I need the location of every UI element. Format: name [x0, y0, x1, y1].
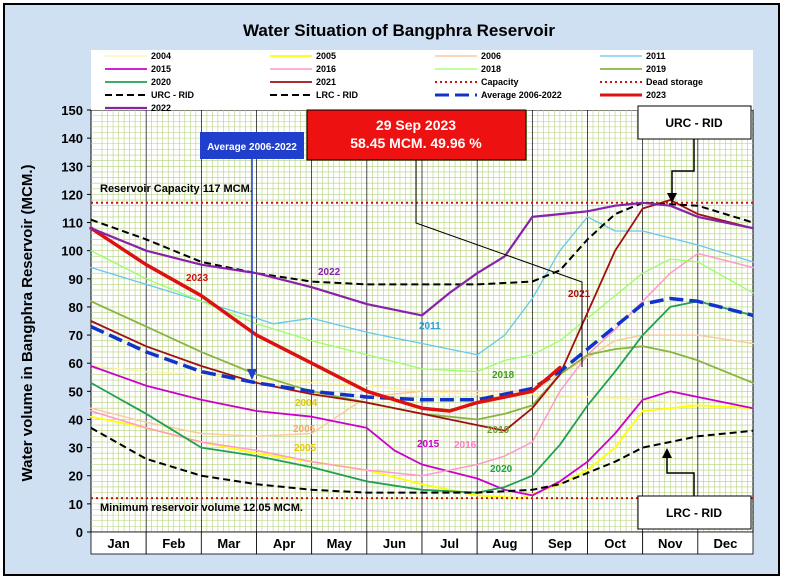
- legend-label: Dead storage: [646, 77, 703, 87]
- series-line-average-2006-2022: [90, 296, 754, 402]
- legend-label: 2020: [151, 77, 171, 87]
- series-line-2020: [90, 300, 754, 494]
- y-tick-label: 90: [69, 272, 83, 287]
- legend-label: 2006: [481, 51, 501, 61]
- x-tick-label: Oct: [604, 536, 626, 551]
- average-box-label: Average 2006-2022: [207, 142, 297, 153]
- x-tick-label: Aug: [492, 536, 517, 551]
- y-tick-label: 50: [69, 384, 83, 399]
- x-tick-label: Feb: [162, 536, 185, 551]
- legend-label: 2019: [646, 64, 666, 74]
- urc-pointer-arrow: [667, 193, 677, 203]
- y-tick-label: 0: [76, 525, 83, 540]
- series-line-2018: [90, 250, 754, 373]
- min-volume-annotation: Minimum reservoir volume 12.05 MCM.: [100, 502, 303, 514]
- y-tick-label: 70: [69, 328, 83, 343]
- series-label-2023: 2023: [186, 273, 209, 284]
- x-tick-label: Jan: [107, 536, 129, 551]
- y-axis-label: Water volume in Bangphra Reservoir (MCM.…: [19, 165, 36, 482]
- series-label-2021: 2021: [568, 289, 591, 300]
- series-line-2011: [90, 216, 754, 356]
- series-line-2021: [90, 199, 754, 432]
- series-line-2023: [89, 226, 562, 413]
- legend-label: 2004: [151, 51, 171, 61]
- y-tick-label: 60: [69, 356, 83, 371]
- current-value-leader: [415, 160, 583, 367]
- month-axis: Jan Feb Mar Apr May Jun Jul Aug Sep Oct Nov Dec: [90, 531, 754, 555]
- series-label-2005: 2005: [294, 443, 317, 454]
- y-tick-label: 130: [61, 159, 83, 174]
- series-layer: [89, 199, 755, 500]
- series-line-2022: [89, 201, 755, 317]
- average-box: [200, 132, 304, 159]
- series-line-2016: [90, 252, 754, 477]
- y-tick-label: 10: [69, 497, 83, 512]
- series-label-2018: 2018: [492, 370, 515, 381]
- legend-label: 2016: [316, 64, 336, 74]
- series-label-2022: 2022: [318, 267, 341, 278]
- chart-frame: Water Situation of Bangphra Reservoir Ja…: [3, 3, 780, 576]
- y-tick-label: 80: [69, 300, 83, 315]
- series-line-2005: [90, 404, 754, 500]
- chart-title: Water Situation of Bangphra Reservoir: [243, 21, 555, 40]
- urc-box-label: URC - RID: [665, 116, 723, 130]
- x-tick-label: May: [327, 536, 353, 551]
- lrc-pointer-arrow: [662, 448, 672, 458]
- series-label-2006: 2006: [293, 424, 316, 435]
- series-label-2019: 2019: [487, 425, 510, 436]
- series-line-2019: [90, 300, 754, 421]
- average-pointer-arrow: [247, 369, 257, 380]
- x-tick-label: Jul: [440, 536, 459, 551]
- y-tick-label: 100: [61, 244, 83, 259]
- urc-box: [637, 105, 752, 140]
- legend-label: 2023: [646, 90, 666, 100]
- series-line-lrc-rid: [90, 427, 754, 494]
- capacity-annotation: Reservoir Capacity 117 MCM.: [100, 183, 253, 195]
- y-tick-label: 120: [61, 187, 83, 202]
- legend-label: LRC - RID: [316, 90, 358, 100]
- legend-label: 2005: [316, 51, 336, 61]
- legend-box: [91, 50, 753, 110]
- current-date: 29 Sep 2023: [376, 117, 456, 133]
- x-tick-label: Sep: [548, 536, 572, 551]
- legend-label: Capacity: [481, 77, 519, 87]
- y-tick-label: 40: [69, 412, 83, 427]
- y-tick-label: 30: [69, 441, 83, 456]
- y-tick-label: 20: [69, 469, 83, 484]
- series-line-2015: [90, 365, 754, 497]
- y-tick-label: 110: [62, 216, 83, 231]
- y-tick-label: 150: [61, 103, 83, 118]
- legend-label: 2018: [481, 64, 501, 74]
- series-line-2006: [90, 334, 754, 438]
- series-label-2015: 2015: [417, 439, 440, 450]
- legend-label: URC - RID: [151, 90, 194, 100]
- legend-label: Average 2006-2022: [481, 90, 562, 100]
- legend-label: 2015: [151, 64, 171, 74]
- legend-label: 2011: [646, 51, 666, 61]
- lrc-box: [637, 495, 752, 530]
- legend-label: 2021: [316, 77, 336, 87]
- series-label-2016: 2016: [454, 440, 477, 451]
- series-line-urc-rid: [90, 201, 754, 286]
- series-label-2020: 2020: [490, 464, 513, 475]
- x-tick-label: Jun: [383, 536, 406, 551]
- series-label-2004: 2004: [295, 398, 318, 409]
- lrc-box-label: LRC - RID: [666, 506, 722, 520]
- current-volume: 58.45 MCM. 49.96 %: [350, 135, 482, 151]
- x-tick-label: Dec: [713, 536, 737, 551]
- x-tick-label: Mar: [217, 536, 240, 551]
- legend-label: 2022: [151, 103, 171, 113]
- y-axis: 0 10 20 30 40 50 60 70 80 90 100 110 120 130 140 150: [61, 103, 91, 540]
- series-label-2011: 2011: [419, 321, 441, 332]
- month-tile: [697, 531, 754, 555]
- y-tick-label: 140: [61, 131, 83, 146]
- x-tick-label: Nov: [658, 536, 683, 551]
- urc-pointer: [671, 139, 695, 195]
- lrc-pointer: [666, 457, 695, 496]
- chart-svg: Water Situation of Bangphra Reservoir Ja…: [19, 21, 755, 555]
- legend: 2004 2005 2006 2011 2015 2016 2018 2019 2020 2021…: [91, 50, 753, 113]
- x-tick-label: Apr: [273, 536, 295, 551]
